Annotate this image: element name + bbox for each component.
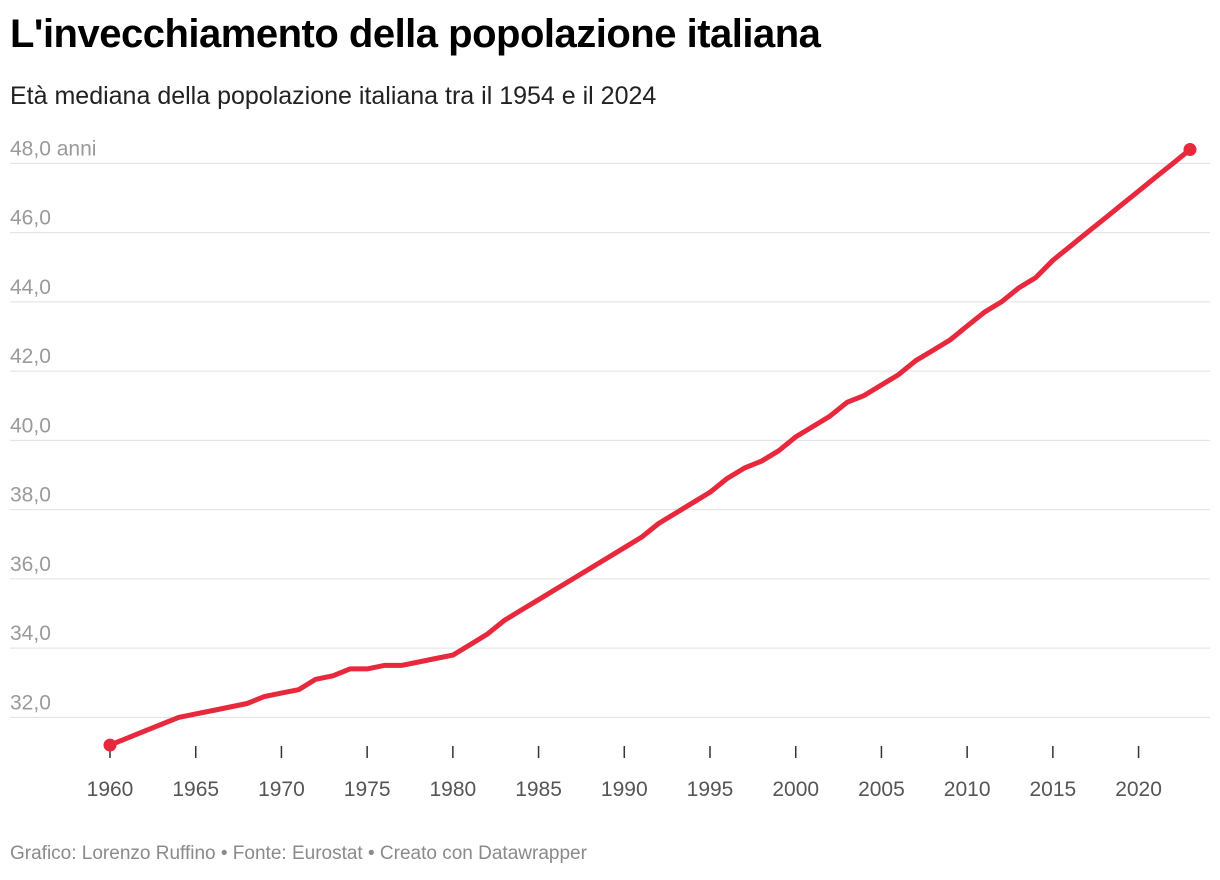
x-tick-label: 1980 — [429, 778, 476, 801]
x-tick-label: 1995 — [687, 778, 734, 801]
x-tick-label: 1965 — [172, 778, 219, 801]
y-tick-label: 46,0 — [10, 207, 51, 230]
x-axis: 1960 1965 1970 1975 1980 1985 1990 1995 2000 2005… — [87, 746, 1162, 801]
x-tick-label: 2015 — [1029, 778, 1076, 801]
x-tick-label: 1960 — [87, 778, 134, 801]
y-tick-label: 40,0 — [10, 414, 51, 437]
grid-lines — [10, 162, 1210, 718]
y-axis: 32,0 34,0 36,0 38,0 40,0 42,0 44,0 46,0 48,0 ann… — [10, 137, 96, 714]
series-line — [107, 147, 1193, 748]
y-tick-label: 38,0 — [10, 484, 51, 507]
x-tick-label: 2020 — [1115, 778, 1162, 801]
line-chart: 32,0 34,0 36,0 38,0 40,0 42,0 44,0 46,0 48,0 ann… — [10, 137, 1210, 801]
y-unit-label: anni — [51, 137, 97, 160]
y-tick-label: 32,0 — [10, 691, 51, 714]
x-tick-label: 1990 — [601, 778, 648, 801]
chart-title: L'invecchiamento della popolazione itali… — [10, 12, 821, 56]
y-tick-label: 48,0 anni — [10, 137, 96, 160]
x-tick-label: 1970 — [258, 778, 305, 801]
x-tick-label: 1985 — [515, 778, 562, 801]
chart-footer: Grafico: Lorenzo Ruffino • Fonte: Eurost… — [10, 843, 587, 864]
x-tick-label: 2000 — [772, 778, 819, 801]
y-tick-label: 34,0 — [10, 622, 51, 645]
series-layer — [103, 143, 1197, 752]
chart-subtitle: Età mediana della popolazione italiana t… — [10, 82, 657, 110]
x-tick-label: 2010 — [944, 778, 991, 801]
start-point-marker — [103, 738, 117, 752]
y-tick-label: 36,0 — [10, 553, 51, 576]
end-point-marker — [1183, 143, 1197, 157]
y-tick-label: 42,0 — [10, 345, 51, 368]
x-tick-label: 1975 — [344, 778, 391, 801]
y-tick-label: 44,0 — [10, 276, 51, 299]
x-tick-label: 2005 — [858, 778, 905, 801]
